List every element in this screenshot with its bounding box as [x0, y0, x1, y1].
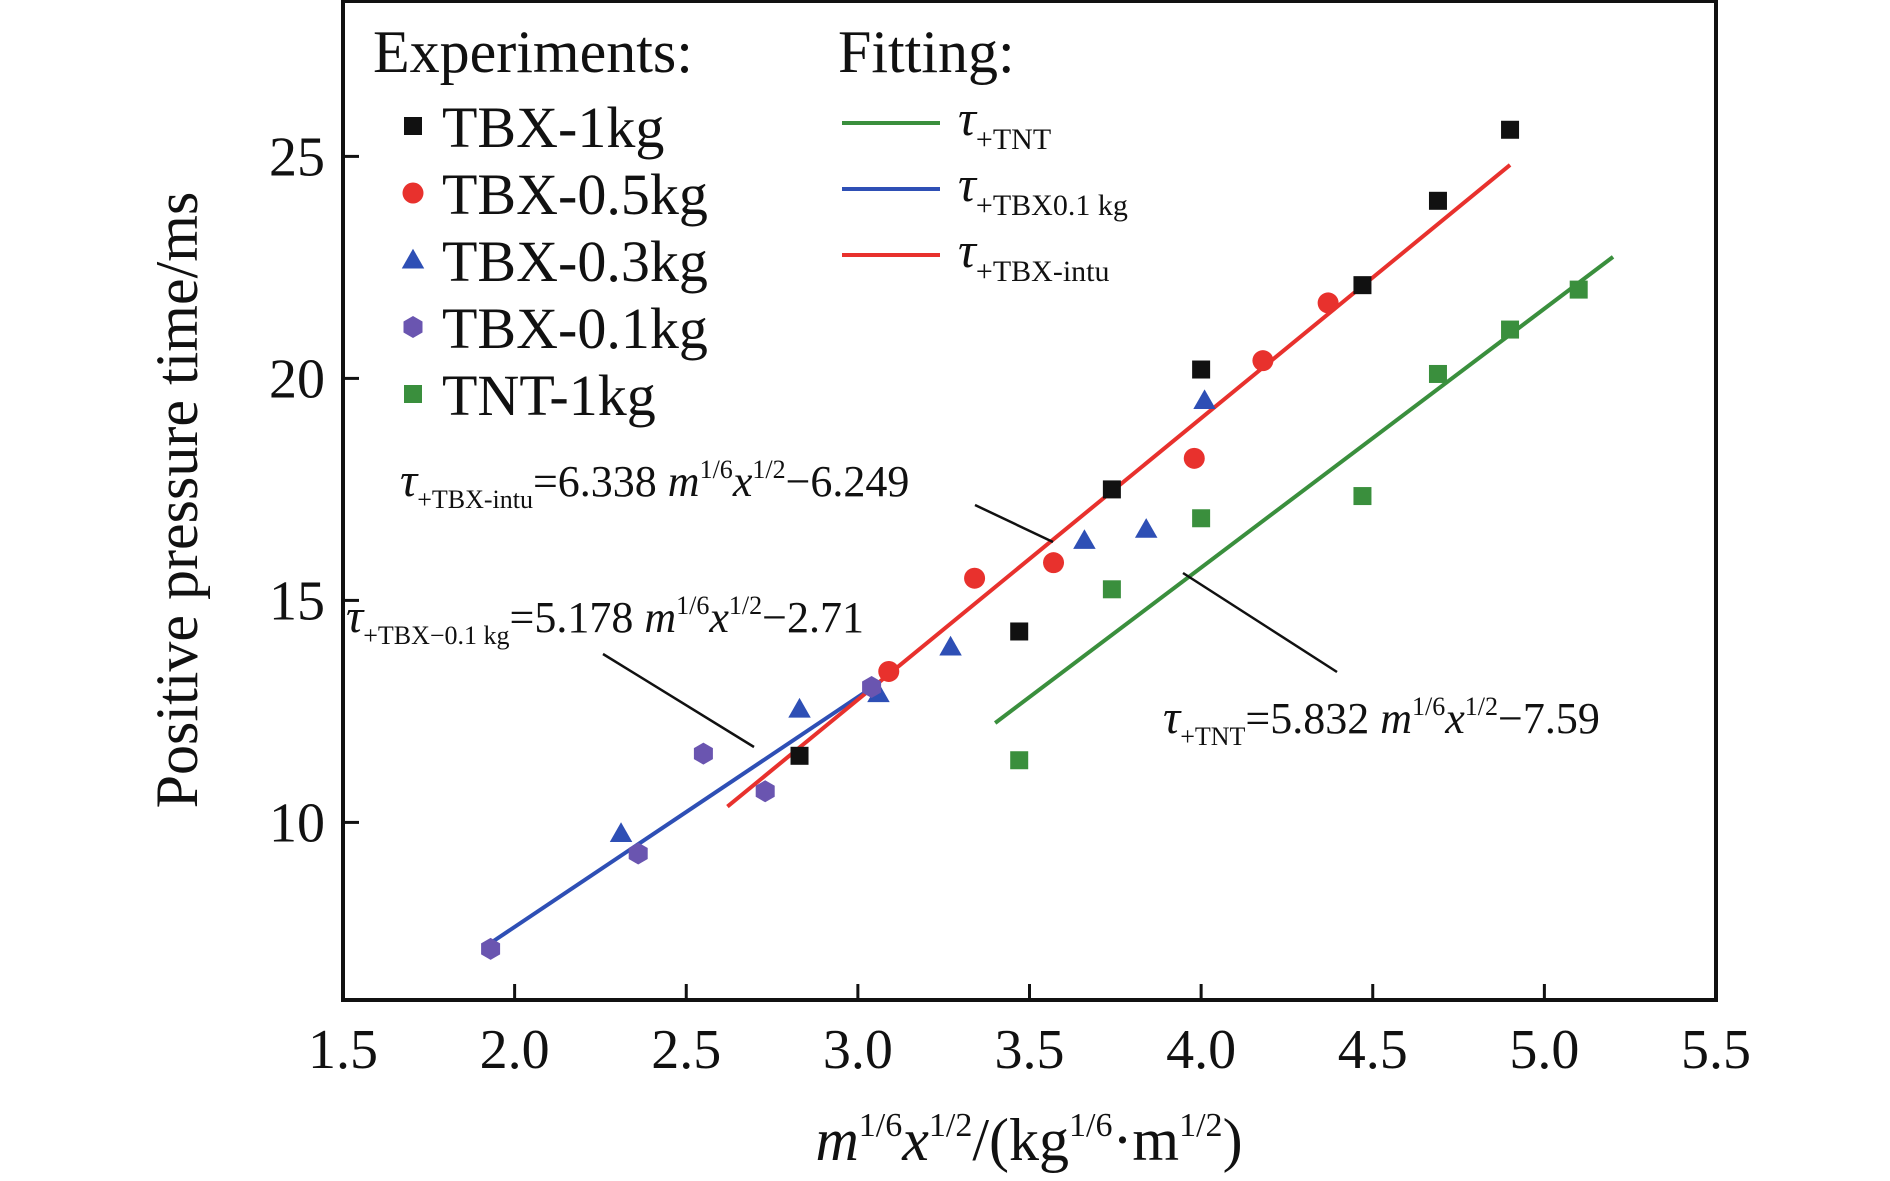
x-tick-label-5.5: 5.5	[1681, 1019, 1751, 1081]
point-tnt-1kg-4	[1428, 364, 1447, 383]
data-points	[481, 120, 1588, 960]
point-tbx-1kg-6	[1501, 120, 1520, 139]
legend-marker-tbx-0-3kg	[401, 248, 425, 269]
legend-marker-tnt-1kg	[404, 385, 422, 403]
point-tbx-0-3kg-0	[609, 822, 633, 842]
point-tbx-0-5kg-5	[1317, 292, 1339, 314]
x-tick-label-2.0: 2.0	[480, 1019, 550, 1081]
point-tbx-0-5kg-1	[964, 567, 986, 589]
legend-experiments-title: Experiments:	[373, 19, 693, 85]
y-tick-label-15: 15	[269, 570, 325, 632]
x-tick-label-4.5: 4.5	[1338, 1019, 1408, 1081]
annotation-tbx-intu: τ+TBX-intu=6.338 m1/6x1/2−6.249	[400, 454, 909, 514]
point-tbx-0-1kg-1	[628, 842, 648, 865]
y-tick-label-10: 10	[269, 792, 325, 854]
point-tbx-0-1kg-0	[481, 937, 501, 960]
x-tick-label-3.5: 3.5	[995, 1019, 1065, 1081]
legend-label-tbx-0-5kg: TBX-0.5kg	[442, 162, 708, 227]
point-tnt-1kg-0	[1010, 751, 1029, 770]
point-tbx-0-5kg-2	[1043, 552, 1065, 574]
annotation-leader-lines	[602, 503, 1338, 749]
legend-label-tbx-0-1kg: TBX-0.1kg	[442, 296, 708, 361]
point-tbx-1kg-4	[1353, 276, 1372, 295]
point-tbx-0-3kg-1	[788, 697, 811, 718]
y-tick-label-25: 25	[269, 126, 325, 188]
point-tbx-0-1kg-4	[862, 676, 882, 698]
legend: TBX-1kgTBX-0.5kgTBX-0.3kgTBX-0.1kgTNT-1k…	[401, 90, 1128, 428]
point-tbx-0-5kg-3	[1183, 447, 1205, 469]
point-tbx-0-5kg-0	[878, 660, 900, 682]
point-tbx-1kg-5	[1428, 191, 1447, 210]
legend-fit-label-tbx0-1-kg: τ+TBX0.1 kg	[958, 156, 1128, 222]
axis-ticks: 1.5 2.0 2.5 3.0 3.5 4.0 4.5 5.0 5.5 10 15 20 25	[269, 126, 1751, 1081]
x-tick-label-1.5: 1.5	[308, 1019, 378, 1081]
point-tbx-1kg-3	[1192, 360, 1211, 379]
legend-marker-tbx-1kg	[404, 117, 422, 135]
legend-label-tnt-1kg: TNT-1kg	[442, 363, 656, 428]
legend-fitting-title: Fitting:	[838, 19, 1015, 85]
x-tick-label-3.0: 3.0	[823, 1019, 893, 1081]
annotation-tbx-0.1kg: τ+TBX−0.1 kg=5.178 m1/6x1/2−2.71	[346, 590, 864, 650]
legend-fit-label-tnt: τ+TNT	[958, 90, 1051, 156]
annotation-leader-2	[1182, 571, 1338, 674]
point-tbx-0-1kg-3	[755, 780, 775, 803]
point-tnt-1kg-2	[1192, 509, 1211, 528]
legend-label-tbx-1kg: TBX-1kg	[442, 95, 664, 160]
point-tnt-1kg-1	[1102, 580, 1121, 599]
x-tick-label-2.5: 2.5	[651, 1019, 721, 1081]
legend-label-tbx-0-3kg: TBX-0.3kg	[442, 229, 708, 294]
point-tnt-1kg-3	[1353, 487, 1372, 506]
point-tbx-1kg-2	[1102, 480, 1121, 499]
y-axis-title: Positive pressure time/ms	[144, 192, 210, 809]
legend-marker-tbx-0-1kg	[403, 316, 423, 338]
point-tnt-1kg-6	[1569, 280, 1588, 299]
legend-marker-tbx-0-5kg	[402, 182, 424, 204]
point-tbx-0-5kg-4	[1252, 350, 1274, 372]
point-tbx-0-1kg-2	[693, 742, 713, 765]
point-tbx-0-3kg-6	[1193, 389, 1216, 410]
x-tick-label-5.0: 5.0	[1509, 1019, 1579, 1081]
x-tick-label-4.0: 4.0	[1166, 1019, 1236, 1081]
fit-line-tbx0-1-kg	[489, 683, 877, 945]
y-tick-label-20: 20	[269, 348, 325, 410]
annotation-leader-0	[974, 503, 1054, 544]
point-tbx-0-3kg-3	[939, 635, 962, 656]
point-tbx-0-3kg-5	[1134, 518, 1158, 538]
fit-line-tnt	[993, 255, 1615, 725]
point-tnt-1kg-5	[1501, 320, 1520, 339]
x-axis-title: m1/6x1/2/(kg1/6·m1/2)	[815, 1107, 1242, 1173]
point-tbx-1kg-1	[1010, 622, 1029, 641]
point-tbx-0-3kg-4	[1073, 529, 1096, 549]
legend-fit-label-tbx-intu: τ+TBX-intu	[958, 222, 1110, 288]
annotation-leader-1	[602, 652, 755, 749]
annotation-tnt: τ+TNT=5.832 m1/6x1/2−7.59	[1163, 691, 1600, 751]
point-tbx-1kg-0	[790, 746, 809, 765]
